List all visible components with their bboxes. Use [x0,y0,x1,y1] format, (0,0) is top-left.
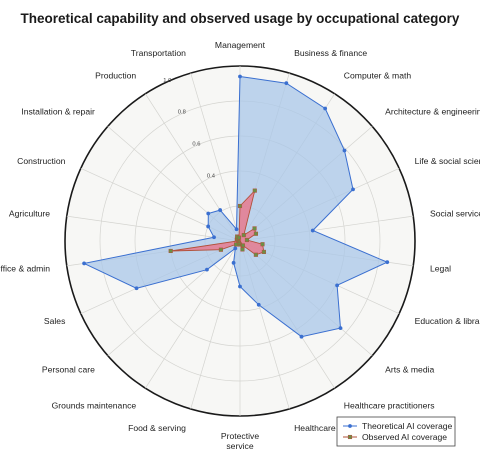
data-point [237,203,243,209]
category-label: Transportation [131,48,186,58]
data-point [284,81,289,86]
grid-spoke [145,240,241,389]
category-label: Sales [44,316,66,326]
grid-spoke [190,240,241,410]
category-label: Social services [430,209,480,219]
data-point [233,242,239,247]
category-label: Personal care [42,365,95,375]
category-label: Grounds maintenance [52,401,137,411]
radial-tick-labels: 0.4 0.6 0.8 1.0 [163,78,215,180]
legend-label: Observed AI coverage [362,432,447,442]
category-label: Office & admin [0,263,50,273]
grid-spoke [66,215,241,242]
category-label: Business & finance [294,48,367,58]
radial-tick-label: 0.4 [207,173,216,179]
data-point [231,260,236,265]
category-label: Food & serving [128,423,186,433]
category-label: Agriculture [9,209,50,219]
data-point [240,247,245,252]
legend-marker [347,434,353,440]
radial-tick-label: 1.0 [163,78,171,84]
legend-box [336,416,456,447]
category-label: Computer & math [344,71,412,81]
data-point [241,233,246,238]
series-observed-ai-coverage [168,188,266,257]
data-point [252,226,257,231]
data-point [342,148,347,153]
data-point [212,235,216,240]
category-labels: Management Business & finance Computer & m… [0,40,480,451]
category-label: Healthcare practitioners [344,401,435,411]
category-label: Healthcare support [294,423,367,433]
data-point [338,326,343,330]
data-point [253,252,258,257]
data-point [206,211,211,216]
category-label: Legal [430,263,451,273]
series-theoretical-ai-coverage [82,74,390,339]
category-label: Production [95,71,136,81]
legend-label: Theoretical AI coverage [362,421,453,431]
data-point [82,261,87,266]
category-label: Installation & repair [21,106,95,116]
data-point [252,188,257,193]
data-point [351,187,355,192]
category-label: Management [215,40,266,50]
data-point [299,334,304,339]
data-point [134,286,139,291]
category-label: Architecture & engineering [385,106,480,116]
data-point [385,260,390,265]
category-label: Construction [17,156,65,166]
data-point [206,224,211,229]
data-point [310,228,315,233]
category-label: Protective service [221,431,259,451]
radial-tick-label: 0.6 [192,142,200,148]
series-layer [82,74,390,339]
data-point [168,248,173,254]
data-point [256,302,261,307]
data-point [233,246,238,251]
data-point [253,231,258,236]
grid-spoke [190,72,241,242]
data-point [260,242,265,247]
data-point [244,237,249,243]
data-point [323,106,328,111]
category-label: Education & library [415,316,480,326]
data-point [218,208,223,212]
data-point [238,284,242,289]
legend-marker [348,424,352,428]
data-point [238,74,242,79]
chart-title: Theoretical capability and observed usag… [21,11,460,26]
radial-tick-label: 0.8 [178,110,186,116]
data-point [234,227,239,232]
data-point [218,247,223,252]
data-point [335,283,340,288]
data-point [205,267,209,272]
data-point [261,249,266,254]
data-point [236,235,242,240]
category-label: Arts & media [385,365,434,375]
category-label: Life & social sciences [415,156,480,166]
